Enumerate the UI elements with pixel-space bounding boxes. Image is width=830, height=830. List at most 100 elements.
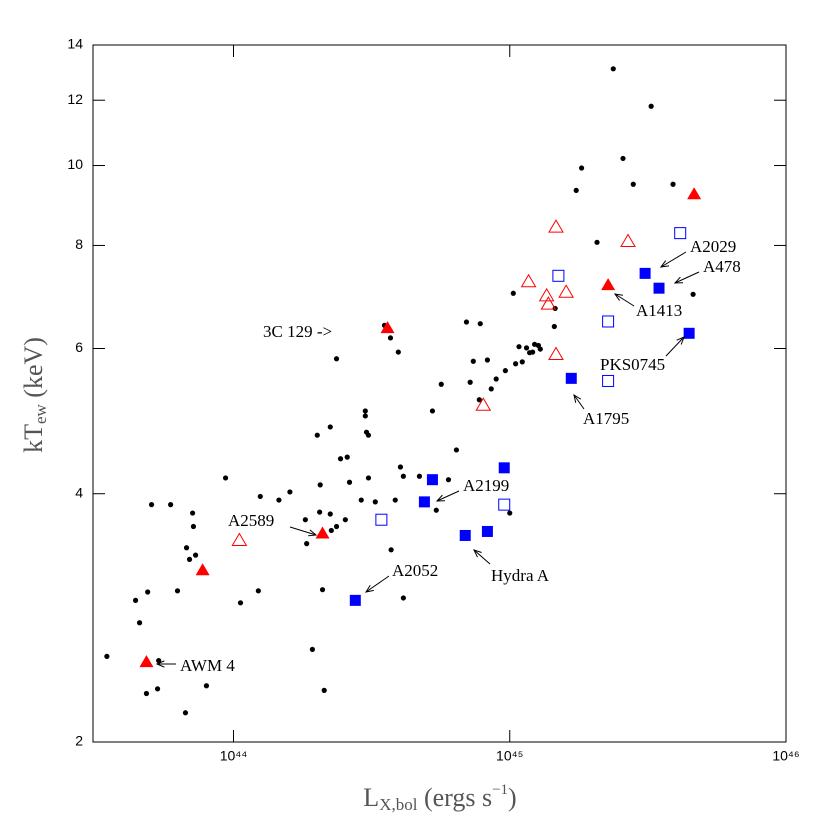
y-tick-label: 14 <box>67 36 83 52</box>
data-point <box>467 379 473 385</box>
x-label-rest: (ergs s <box>417 783 492 812</box>
data-point <box>203 683 210 689</box>
data-point <box>433 507 439 513</box>
y-tick-label: 12 <box>67 91 83 107</box>
data-point <box>484 357 491 363</box>
annotation-arrowhead <box>307 529 318 537</box>
data-point <box>190 523 197 530</box>
data-point <box>602 374 615 387</box>
data-point <box>540 296 557 310</box>
x-label-sup: −1 <box>492 782 508 798</box>
data-point <box>520 273 537 288</box>
data-point <box>552 269 565 282</box>
annotation-arrowhead <box>573 393 582 403</box>
data-point <box>502 368 508 374</box>
data-point <box>475 397 492 411</box>
data-point <box>132 597 139 603</box>
x-axis-label: LX,bol (ergs s−1) <box>363 782 516 813</box>
data-point <box>498 498 511 511</box>
data-point <box>463 319 470 325</box>
x-tick-label: 10⁴⁴ <box>220 748 248 764</box>
data-point <box>470 358 476 364</box>
data-point <box>674 227 687 240</box>
annotation-arrowhead <box>473 549 482 558</box>
data-point <box>182 710 189 716</box>
annotation-arrow <box>665 336 685 357</box>
data-point <box>459 529 471 541</box>
data-point <box>639 267 651 279</box>
data-point <box>453 447 459 453</box>
data-point <box>426 474 438 486</box>
data-point <box>429 408 436 414</box>
data-point <box>537 346 543 352</box>
data-point <box>653 282 665 294</box>
annotation: A1413 <box>636 301 682 320</box>
data-point <box>257 493 263 500</box>
y-label-sub: ew <box>31 403 50 424</box>
data-point <box>400 473 406 479</box>
annotation: AWM 4 <box>180 656 235 675</box>
data-point <box>321 687 327 693</box>
y-tick-label: 4 <box>75 484 83 500</box>
annotation-arrow <box>660 251 687 268</box>
annotation: A2589 <box>228 511 274 530</box>
x-label-main: L <box>363 783 379 812</box>
y-tick-label: 6 <box>75 339 83 355</box>
annotation-arrowhead <box>673 276 684 284</box>
annotation-arrow <box>614 293 635 307</box>
y-label-rest: (keV) <box>19 337 48 404</box>
data-point <box>195 563 210 576</box>
data-point <box>513 361 519 367</box>
annotation: Hydra A <box>491 566 550 585</box>
annotation-arrow <box>473 549 491 565</box>
data-point <box>670 181 676 187</box>
data-point <box>174 588 181 594</box>
data-point <box>395 349 401 355</box>
data-point <box>365 432 372 438</box>
data-point <box>387 335 394 341</box>
data-point <box>148 502 155 508</box>
data-point <box>319 587 326 593</box>
annotation-arrowhead <box>659 260 669 268</box>
y-tick-label: 2 <box>75 733 83 749</box>
data-point <box>104 653 110 659</box>
data-point <box>548 219 564 233</box>
data-point <box>620 155 626 162</box>
data-point <box>481 525 493 537</box>
data-point <box>139 655 154 668</box>
annotation: A2199 <box>463 476 509 495</box>
data-point <box>189 510 196 516</box>
data-point <box>349 594 361 606</box>
data-point <box>523 345 530 351</box>
data-point <box>498 462 510 474</box>
annotation-arrow <box>365 575 390 593</box>
data-point <box>375 513 388 526</box>
data-point <box>314 432 320 438</box>
data-point <box>610 66 616 72</box>
data-point <box>418 496 430 508</box>
data-point <box>154 686 161 692</box>
data-point <box>558 284 575 298</box>
data-point <box>445 477 452 483</box>
data-point <box>372 499 378 505</box>
data-point <box>358 497 364 503</box>
data-point <box>519 359 525 365</box>
data-point <box>136 620 143 626</box>
data-point <box>337 456 344 462</box>
data-point <box>346 479 353 485</box>
data-point <box>145 589 151 595</box>
x-label-sub: X,bol <box>379 795 418 814</box>
annotation: A478 <box>703 257 741 276</box>
data-point <box>183 545 190 551</box>
annotation-arrow <box>289 526 317 536</box>
data-point <box>365 475 372 481</box>
data-point <box>156 658 162 664</box>
data-point <box>488 386 494 392</box>
annotation-arrowhead <box>155 660 165 668</box>
x-label-end: ) <box>508 783 517 812</box>
data-point <box>287 489 293 495</box>
data-point <box>510 290 516 296</box>
data-point <box>690 291 696 297</box>
annotation: A2052 <box>392 561 438 580</box>
